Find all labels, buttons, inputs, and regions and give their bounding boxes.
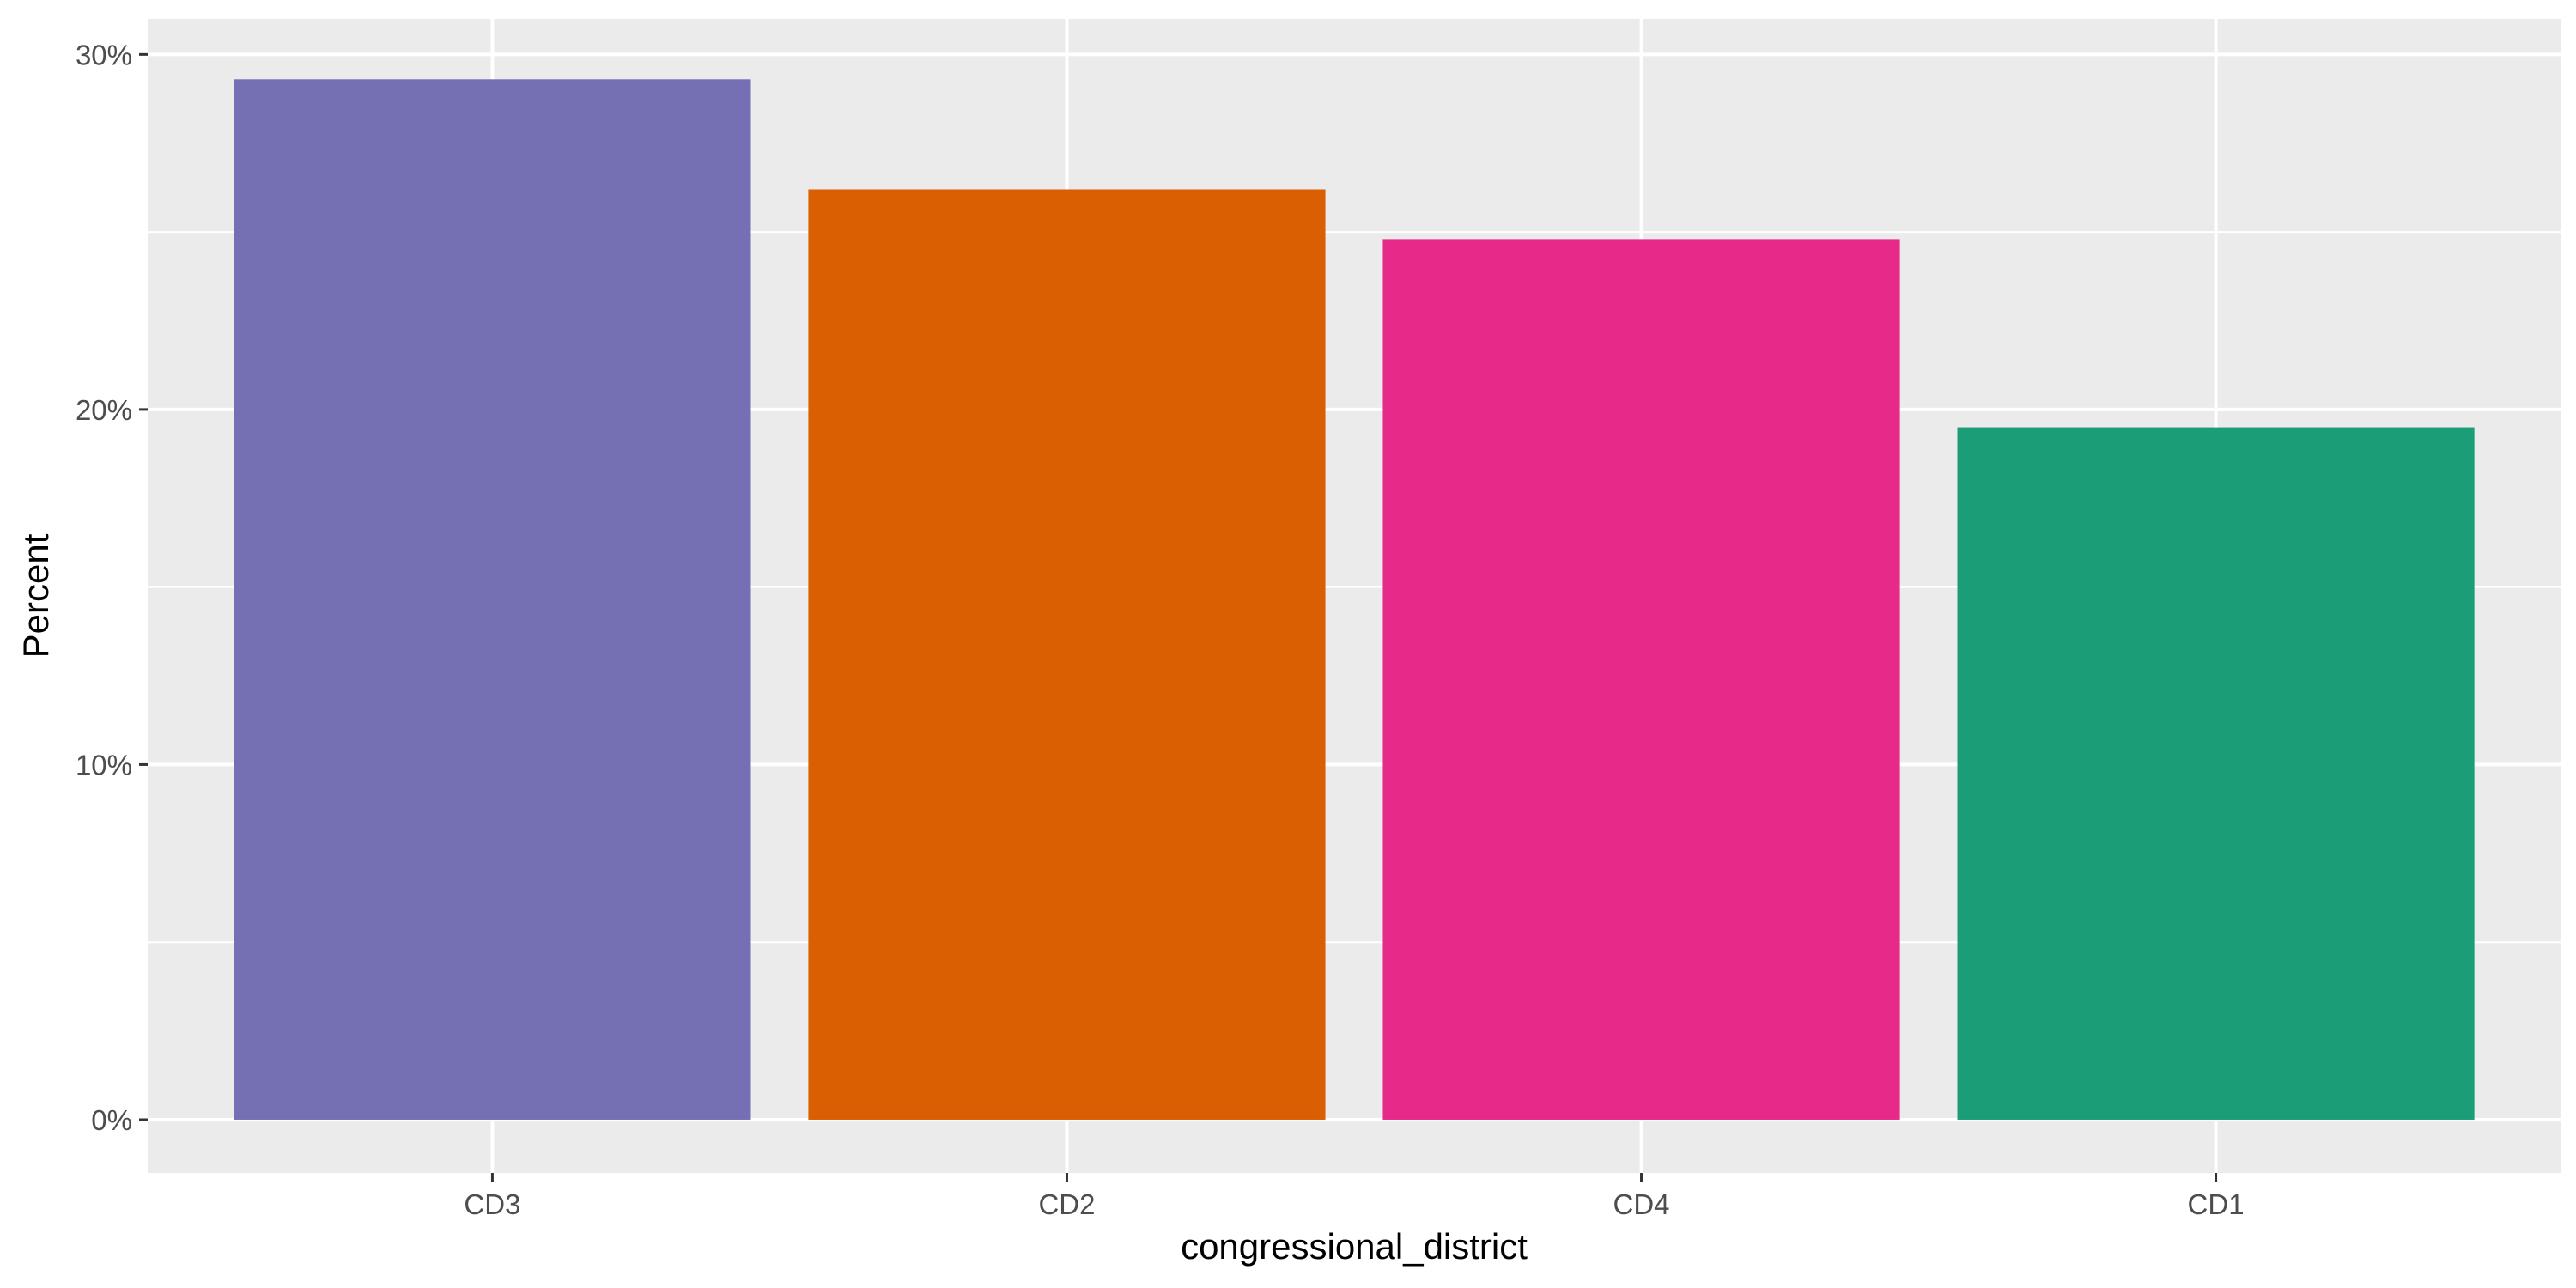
y-tick-label: 30% xyxy=(76,39,132,70)
x-tick-label: CD4 xyxy=(1613,1188,1670,1220)
y-tick-label: 0% xyxy=(91,1104,132,1136)
y-axis-title: Percent xyxy=(15,533,56,658)
bar-cd3 xyxy=(234,79,751,1120)
y-tick-label: 20% xyxy=(76,394,132,426)
x-axis-ticks: CD3 CD2 CD4 CD1 xyxy=(464,1173,2245,1220)
y-axis-ticks: 0% 10% 20% 30% xyxy=(76,39,148,1136)
x-tick-label: CD2 xyxy=(1038,1188,1095,1220)
bars xyxy=(234,79,2475,1120)
x-axis-title: congressional_district xyxy=(1181,1226,1528,1267)
bar-cd2 xyxy=(808,189,1326,1120)
bar-cd4 xyxy=(1382,239,1900,1120)
y-tick-label: 10% xyxy=(76,749,132,781)
x-tick-label: CD3 xyxy=(464,1188,520,1220)
bar-cd1 xyxy=(1957,427,2475,1120)
x-tick-label: CD1 xyxy=(2188,1188,2245,1220)
